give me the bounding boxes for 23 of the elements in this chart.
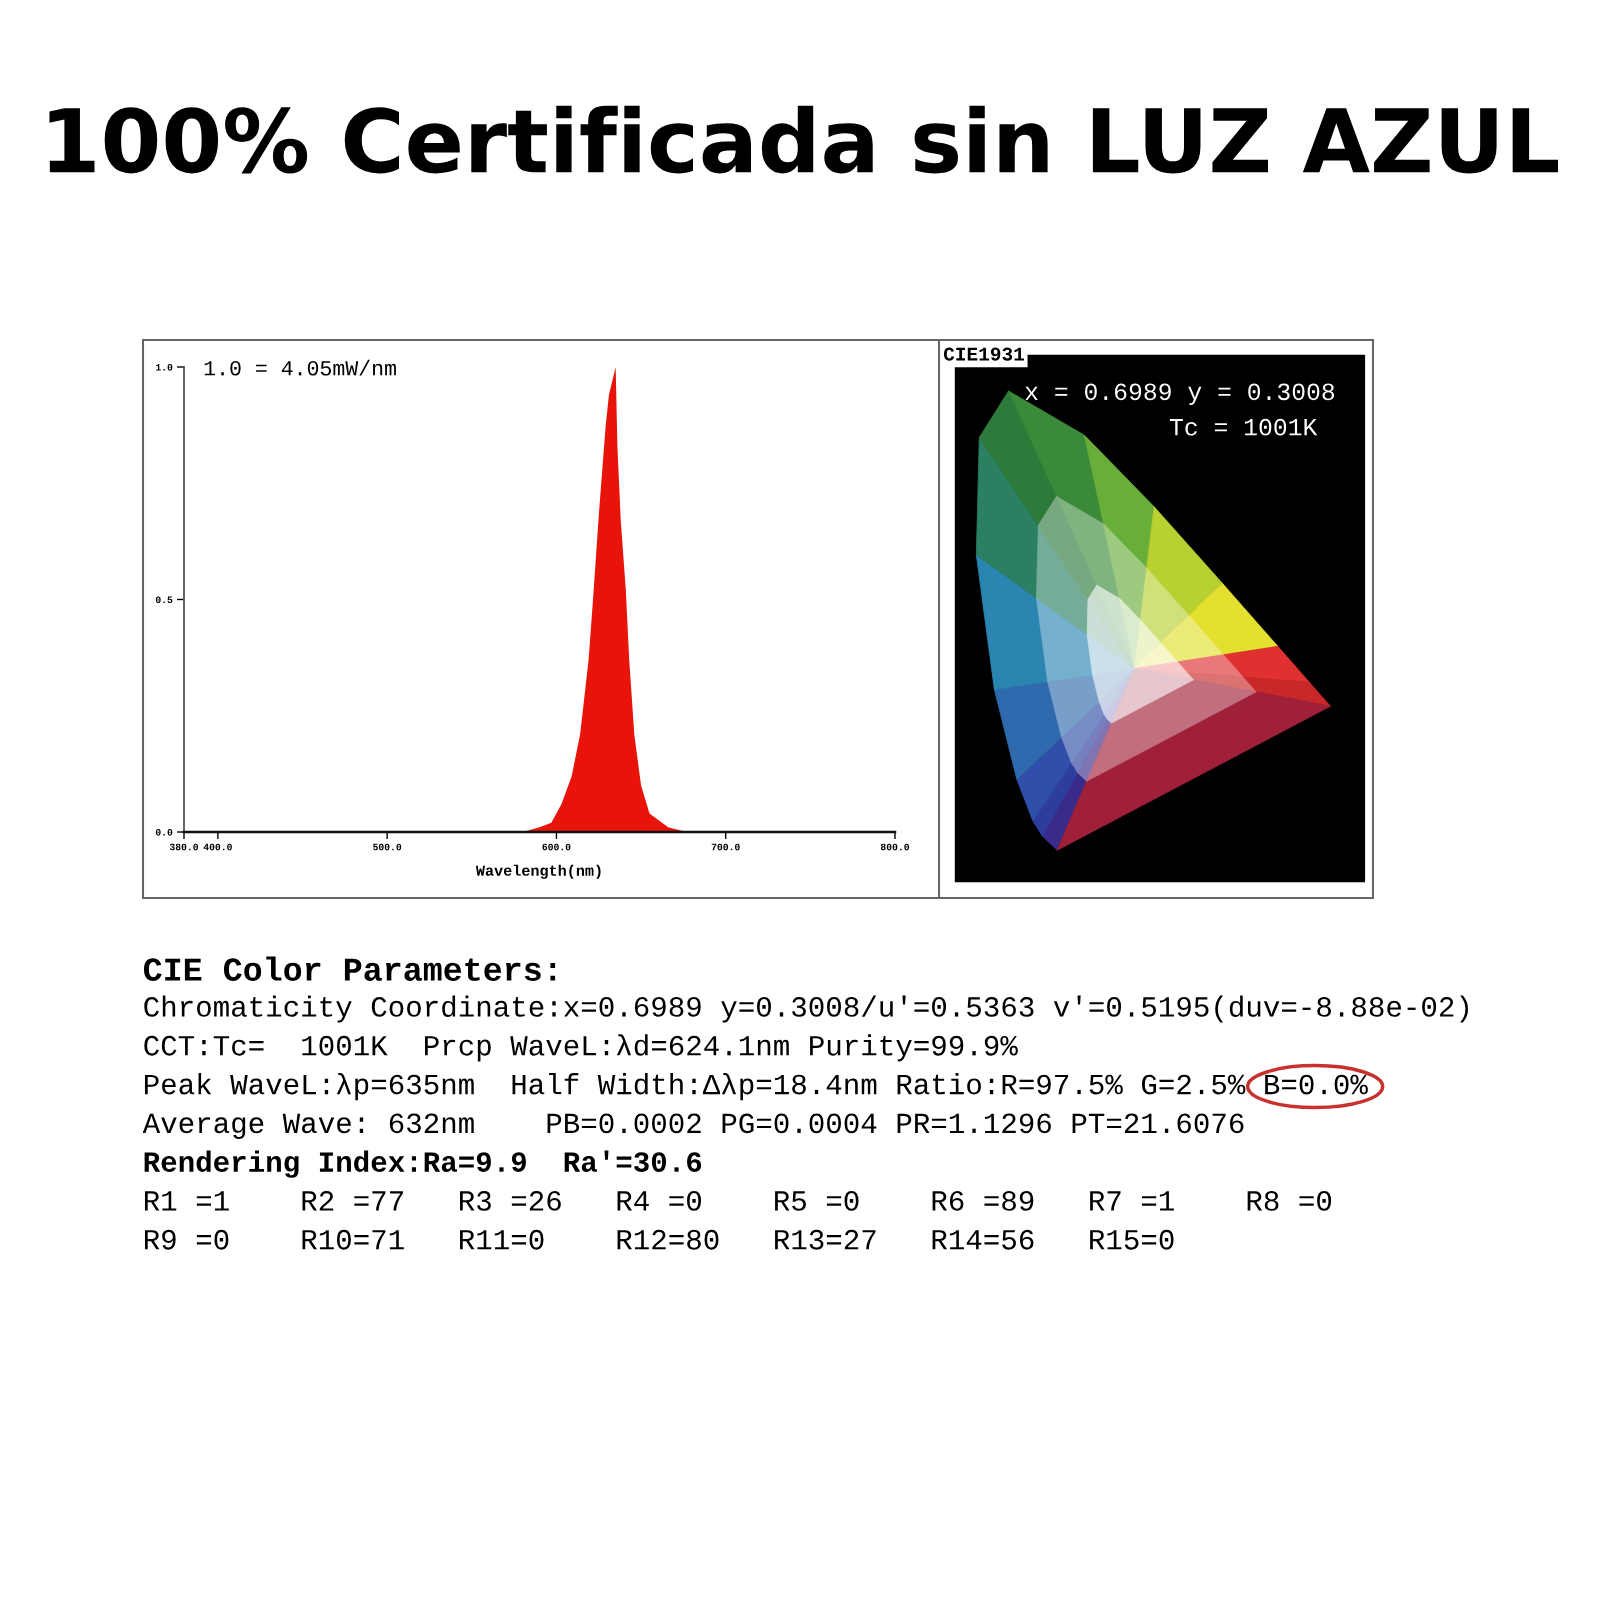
x-tick-label: 800.0 [880,843,910,851]
x-tick-label: 600.0 [542,843,571,851]
chart-title: 100% Certificada sin LUZ AZUL [49,105,1558,174]
y-tick-label: 0.5 [155,596,173,604]
x-tick-label: 700.0 [711,843,740,851]
x-tick-label: 500.0 [373,843,402,851]
text: R1 =1 R2 =77 R3 =26 R4 =0 R5 =0 R6 =89 R7 =1 R8 =0 [144,1191,1332,1211]
x-tick-label: 380.0 [169,843,199,851]
x-axis-title: Wavelength(nm) [475,864,601,879]
y-tick-label: 1.0 [156,364,173,371]
annotation: 1.0 = 4.05mW/nm [204,359,396,376]
text: CIE1931 [943,347,1025,361]
text: Peak WaveL:λp=635nm Half Width:Δλp=18.4nm Ratio:R=97.5% G=2.5% B=0.0% [144,1073,1368,1101]
text: x = 0.6989 y = 0.3008 [1025,383,1335,406]
text: Chromaticity Coordinate:x=0.6989 y=0.3008/u'=0.5363 v'=0.5195(duv=-8.88e-02) [144,995,1468,1023]
text: R9 =0 R10=71 R11=0 R12=80 R13=27 R14=56 R15=0 [144,1229,1174,1250]
y-tick-label: 0.0 [155,829,173,836]
x-tick-label: 400.0 [203,843,232,851]
text: CIE Color Parameters: [143,956,556,981]
text: Rendering Index:Ra=9.9 Ra'=30.6 [144,1150,702,1178]
text: CCT:Tc= 1001K Prcp WaveL:λd=624.1nm Purity=99.9% [144,1034,1018,1062]
text: Tc = 1001K [1169,418,1318,436]
text: Average Wave: 632nm PB=0.0002 PG=0.0004 PR=1.1296 PT=21.6076 [142,1113,1244,1139]
